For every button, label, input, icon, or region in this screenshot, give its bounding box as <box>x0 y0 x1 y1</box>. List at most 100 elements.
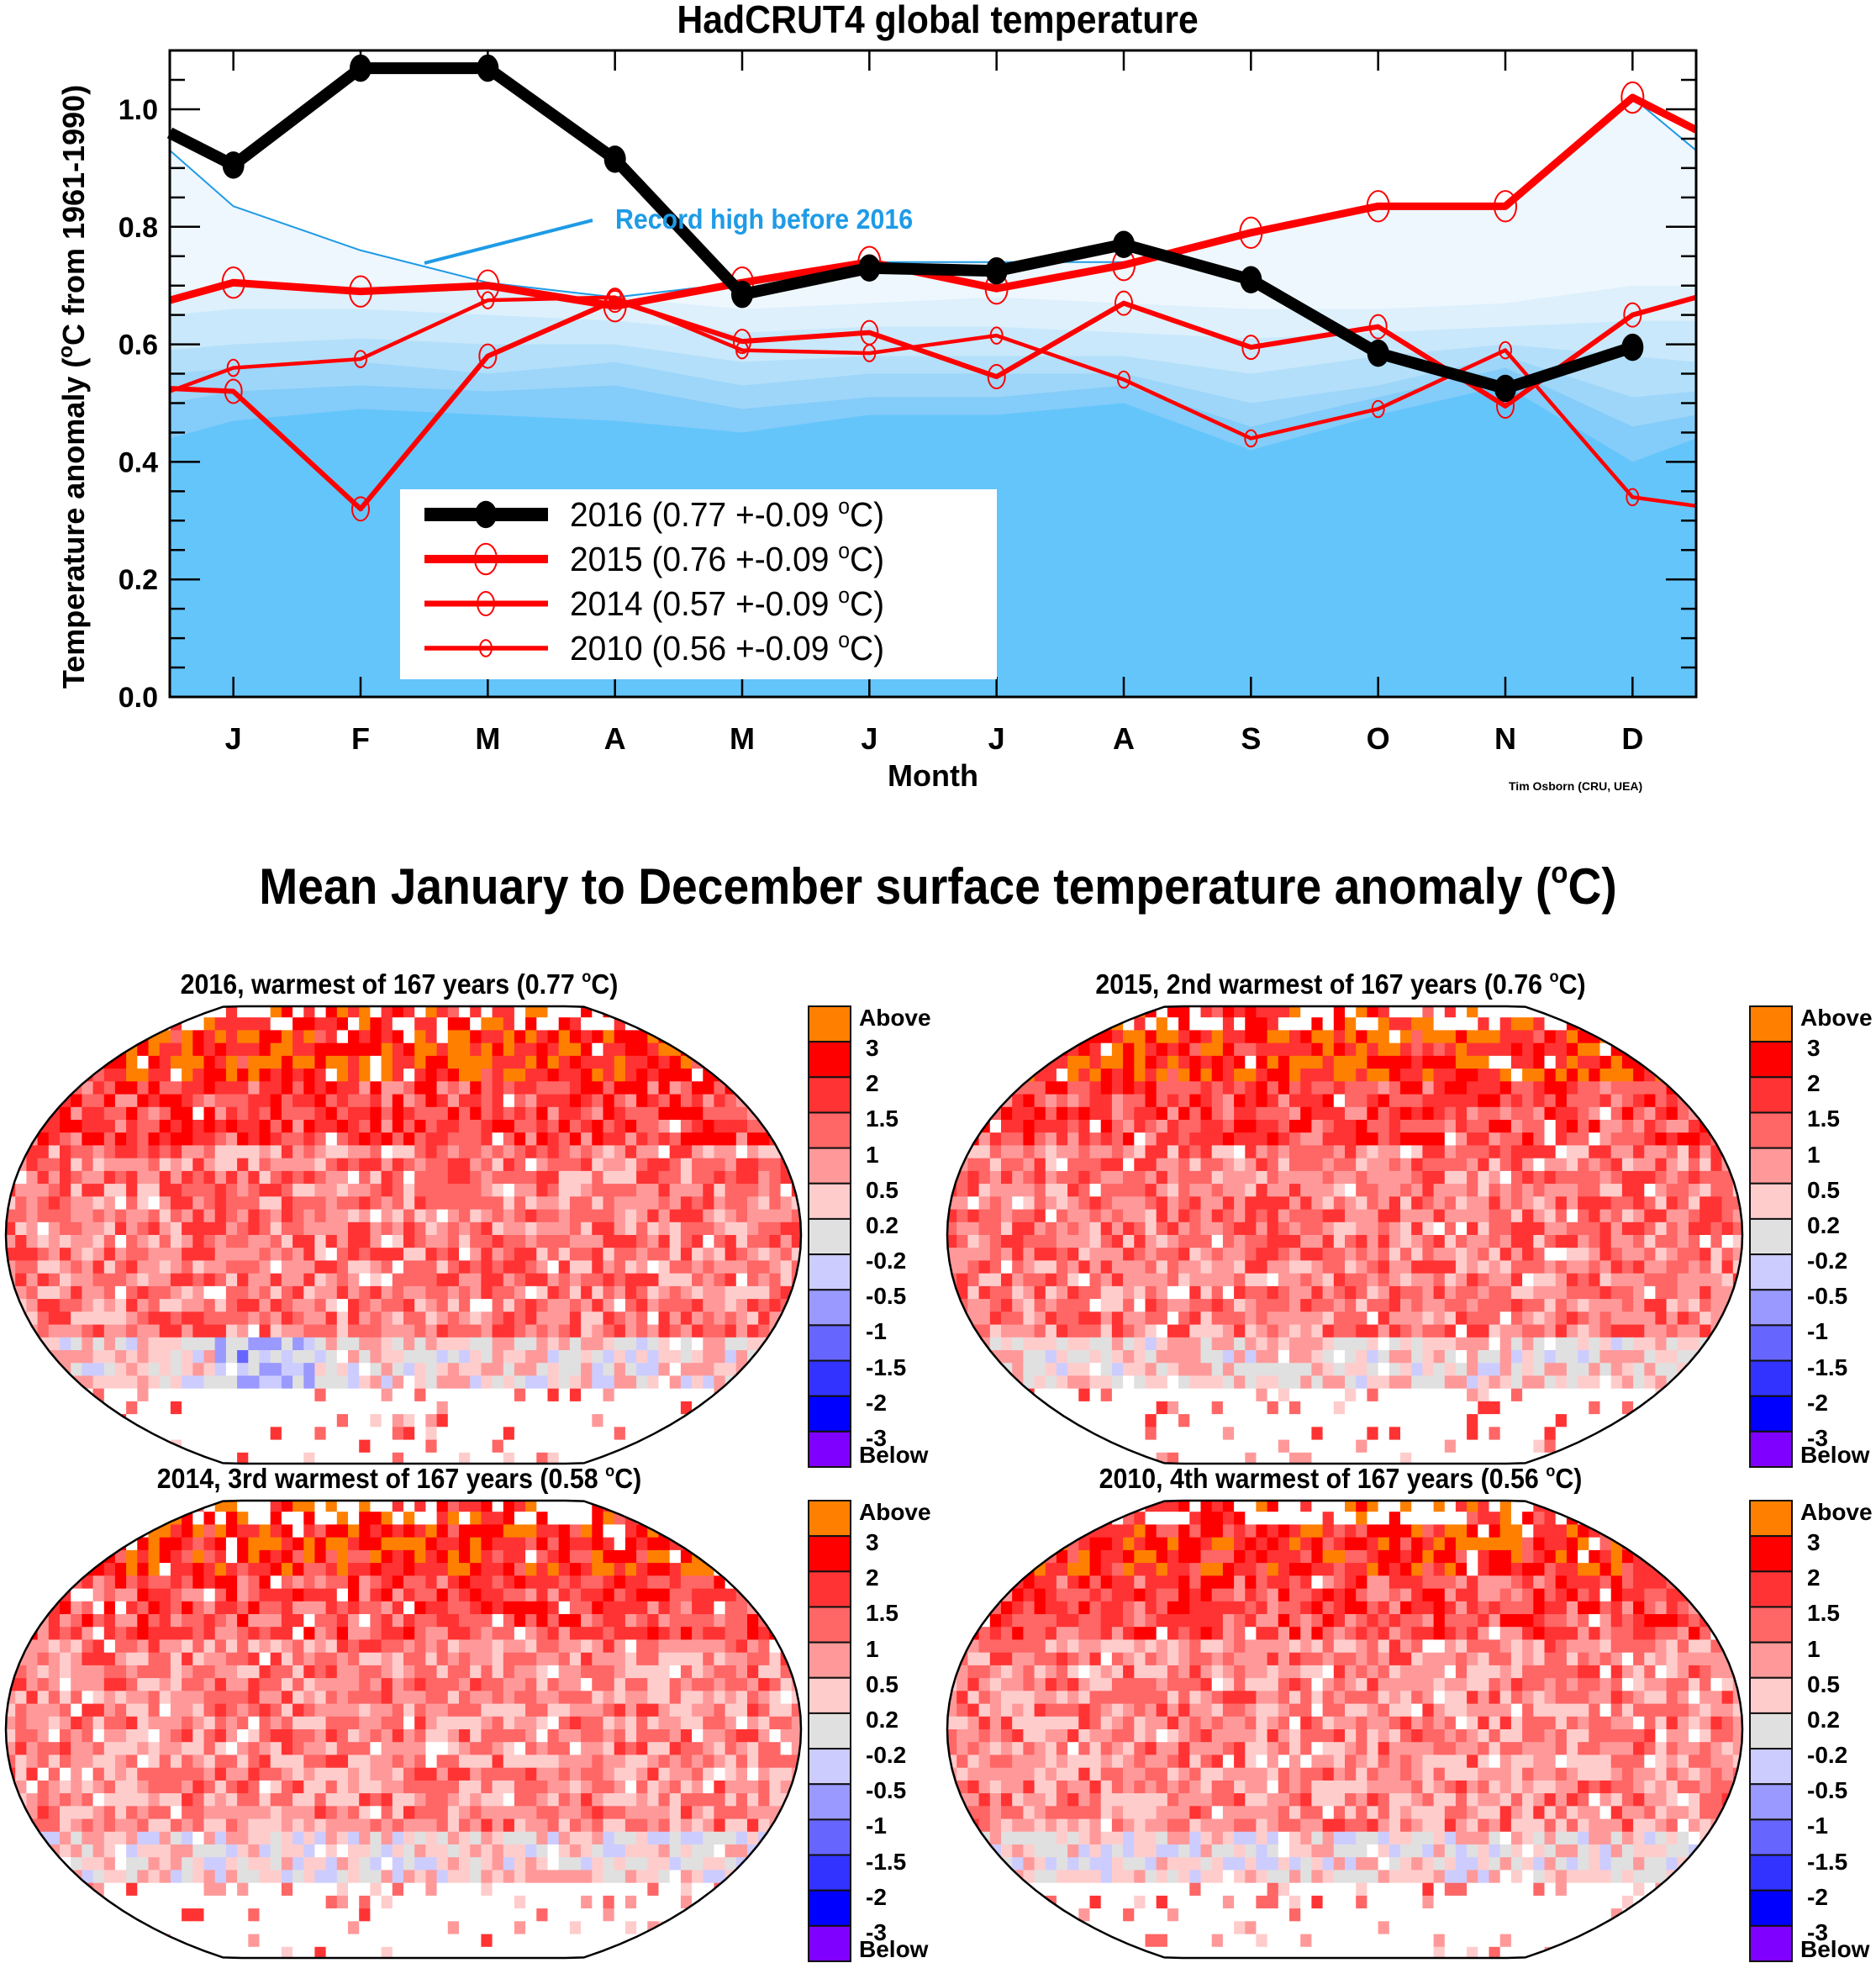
colorbar-label: -1.5 <box>1807 1850 1847 1874</box>
colorbar-label: Below <box>859 1443 928 1467</box>
colorbar-swatch <box>1750 1607 1792 1642</box>
legend-label: 2016 (0.77 +-0.09 oC) <box>570 494 884 534</box>
colorbar-swatch <box>809 1219 851 1254</box>
anomaly-map-2010 <box>946 1499 1744 1960</box>
colorbar-swatch <box>1750 1006 1792 1042</box>
y-tick-label: 0.4 <box>119 446 158 478</box>
point-2016-5 <box>858 254 880 282</box>
colorbar-swatch <box>809 1855 851 1891</box>
colorbar-swatch <box>809 1006 851 1042</box>
colorbar-swatch <box>1750 1891 1792 1926</box>
annotation-label: Record high before 2016 <box>615 203 913 235</box>
colorbar-swatch <box>1750 1855 1792 1891</box>
legend-label: 2010 (0.56 +-0.09 oC) <box>570 628 884 668</box>
colorbar-label: Above <box>1800 1501 1873 1524</box>
legend-marker <box>475 501 497 529</box>
colorbar-swatch <box>1750 1112 1792 1148</box>
colorbar-label: -1.5 <box>1807 1356 1847 1380</box>
y-tick-label: 0.8 <box>119 212 158 244</box>
x-tick-label: F <box>351 721 370 756</box>
colorbar-label: -1.5 <box>866 1356 906 1380</box>
y-tick-label: 0.6 <box>119 330 158 361</box>
colorbar-label: Below <box>1800 1938 1869 1961</box>
colorbar-swatch <box>809 1819 851 1855</box>
point-2016-0 <box>223 151 245 179</box>
colorbar-swatch <box>809 1749 851 1784</box>
colorbar-swatch <box>1750 1396 1792 1432</box>
point-2016-3 <box>604 145 626 173</box>
legend-marker <box>475 544 497 574</box>
colorbar-swatch <box>1750 1678 1792 1713</box>
colorbar-swatch <box>1750 1432 1792 1467</box>
colorbar-swatch <box>809 1891 851 1926</box>
colorbar-label: 0.5 <box>1807 1179 1840 1202</box>
legend-label: 2015 (0.76 +-0.09 oC) <box>570 539 884 578</box>
colorbar-label: 0.2 <box>866 1708 898 1732</box>
colorbar-2010 <box>1748 1499 1795 1963</box>
colorbar-swatch <box>809 1501 851 1536</box>
colorbar-2015 <box>1748 1005 1795 1469</box>
colorbar-label: Below <box>1800 1443 1869 1467</box>
colorbar-swatch <box>1750 1361 1792 1396</box>
map-grid-cells <box>946 1005 1744 1465</box>
point-2016-11 <box>1621 334 1643 361</box>
colorbar-swatch <box>809 1290 851 1325</box>
x-tick-label: S <box>1241 721 1261 756</box>
colorbar-label: 1 <box>1807 1638 1821 1661</box>
colorbar-label: 1 <box>1807 1143 1821 1167</box>
x-tick-label: J <box>225 721 242 756</box>
colorbar-swatch <box>1750 1325 1792 1360</box>
colorbar-label: 3 <box>1807 1531 1821 1554</box>
legend-marker <box>477 592 494 615</box>
colorbar-label: -2 <box>866 1886 887 1909</box>
colorbar-label: -1 <box>1807 1320 1828 1343</box>
x-tick-label: J <box>988 721 1005 756</box>
colorbar-swatch <box>809 1184 851 1219</box>
anomaly-map-2016 <box>4 1005 803 1465</box>
colorbar-label: 1.5 <box>1807 1107 1840 1131</box>
colorbar-label: -2 <box>1807 1391 1828 1415</box>
colorbar-label: 1 <box>866 1143 879 1167</box>
y-tick-labels: 0.00.20.40.60.81.0 <box>119 94 158 714</box>
colorbar-swatch <box>1750 1713 1792 1749</box>
colorbar-swatch <box>1750 1254 1792 1290</box>
colorbar-label: -0.2 <box>866 1744 906 1767</box>
x-tick-label: A <box>1113 721 1135 756</box>
colorbar-swatch <box>1750 1042 1792 1077</box>
x-tick-label: D <box>1621 721 1643 756</box>
point-2016-6 <box>986 257 1008 285</box>
colorbar-swatch <box>809 1643 851 1678</box>
map-grid-cells <box>4 1005 803 1465</box>
colorbar-swatch <box>809 1607 851 1642</box>
map-title-2016: 2016, warmest of 167 years (0.77 oC) <box>90 968 709 1000</box>
colorbar-swatch <box>809 1148 851 1184</box>
record-high-annotation: Record high before 2016 <box>424 203 913 263</box>
colorbar-label: 0.5 <box>1807 1673 1840 1697</box>
colorbar-label: -1 <box>1807 1814 1828 1838</box>
x-tick-label: A <box>604 721 626 756</box>
colorbar-label: 3 <box>866 1037 879 1060</box>
y-tick-label: 1.0 <box>119 94 158 126</box>
colorbar-swatch <box>1750 1784 1792 1819</box>
colorbar-label: -0.5 <box>1807 1285 1847 1308</box>
colorbar-label: Above <box>1800 1006 1873 1030</box>
colorbar-label: 3 <box>866 1531 879 1554</box>
temperature-line-chart: Record high before 2016 0.00.20.40.60.81… <box>0 0 1876 807</box>
colorbar-swatch <box>809 1361 851 1396</box>
colorbar-swatch <box>809 1571 851 1607</box>
anomaly-map-2015 <box>946 1005 1744 1465</box>
y-tick-label: 0.0 <box>119 682 158 714</box>
colorbar-label: -2 <box>866 1391 887 1415</box>
legend-label: 2014 (0.57 +-0.09 oC) <box>570 583 884 623</box>
legend: 2016 (0.77 +-0.09 oC) 2015 (0.76 +-0.09 o… <box>400 489 997 679</box>
colorbar-swatch <box>809 1536 851 1571</box>
y-axis-label: Temperature anomaly (oC from 1961-1990) <box>55 85 91 689</box>
colorbar-label: -0.5 <box>866 1285 906 1308</box>
colorbar-swatch <box>1750 1219 1792 1254</box>
map-grid-cells <box>4 1499 803 1960</box>
credit-text: Tim Osborn (CRU, UEA) <box>1509 779 1642 793</box>
colorbar-swatch <box>809 1077 851 1112</box>
colorbar-label: -0.2 <box>866 1249 906 1273</box>
colorbar-label: -1 <box>866 1320 887 1343</box>
